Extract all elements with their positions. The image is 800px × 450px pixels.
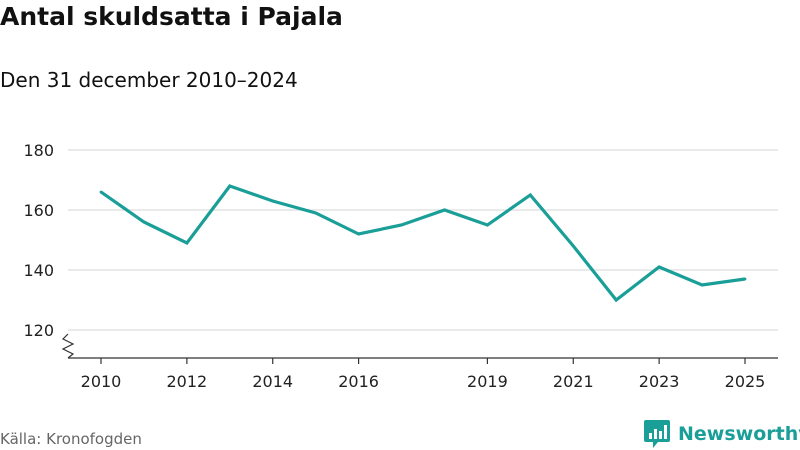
- x-tick-label-2025: 2025: [725, 372, 766, 391]
- source-note: Källa: Kronofogden: [0, 430, 142, 448]
- line-chart: 120 140 160 180 2010 2012 2014 2016 2019 2021 2023…: [23, 141, 778, 391]
- data-point-2025: [743, 277, 747, 281]
- data-point-2011: [142, 220, 146, 224]
- axis-break: [61, 333, 75, 359]
- x-tick-label-2023: 2023: [639, 372, 680, 391]
- data-point-2023: [657, 265, 661, 269]
- y-tick-label-120: 120: [23, 321, 54, 340]
- data-point-2019: [486, 223, 489, 227]
- data-point-2016: [357, 232, 360, 236]
- chart-subtitle: Den 31 december 2010–2024: [0, 68, 298, 92]
- x-tick-label-2016: 2016: [338, 372, 379, 391]
- data-point-2022: [614, 298, 618, 302]
- tick-labels: 120 140 160 180 2010 2012 2014 2016 2019 2021 2023…: [23, 141, 765, 391]
- x-tick-label-2010: 2010: [81, 372, 122, 391]
- data-point-2010: [99, 190, 103, 194]
- data-point-2012: [185, 241, 189, 245]
- series-layer: [99, 184, 747, 303]
- data-point-2024: [700, 283, 704, 287]
- y-tick-label-160: 160: [23, 201, 54, 220]
- x-axis: [68, 357, 778, 364]
- data-point-2020: [528, 193, 532, 197]
- chart-title: Antal skuldsatta i Pajala: [0, 2, 343, 31]
- data-point-2014: [271, 199, 275, 203]
- x-tick-label-2021: 2021: [553, 372, 594, 391]
- series-line-0: [100, 184, 746, 303]
- axis-break-mark: [61, 333, 75, 359]
- data-point-2021: [571, 244, 575, 248]
- data-point-2018: [443, 208, 446, 212]
- gridlines: [68, 149, 778, 331]
- y-tick-label-140: 140: [23, 261, 54, 280]
- data-point-2015: [314, 211, 318, 215]
- x-tick-label-2012: 2012: [167, 372, 208, 391]
- data-point-2017: [400, 223, 403, 227]
- newsworthy-logo-icon: [644, 420, 670, 448]
- brand-name: Newsworthy: [678, 423, 800, 445]
- brand[interactable]: Newsworthy: [644, 420, 800, 448]
- data-point-2013: [228, 184, 232, 188]
- x-tick-label-2014: 2014: [252, 372, 293, 391]
- x-tick-label-2019: 2019: [467, 372, 508, 391]
- y-tick-label-180: 180: [23, 141, 54, 160]
